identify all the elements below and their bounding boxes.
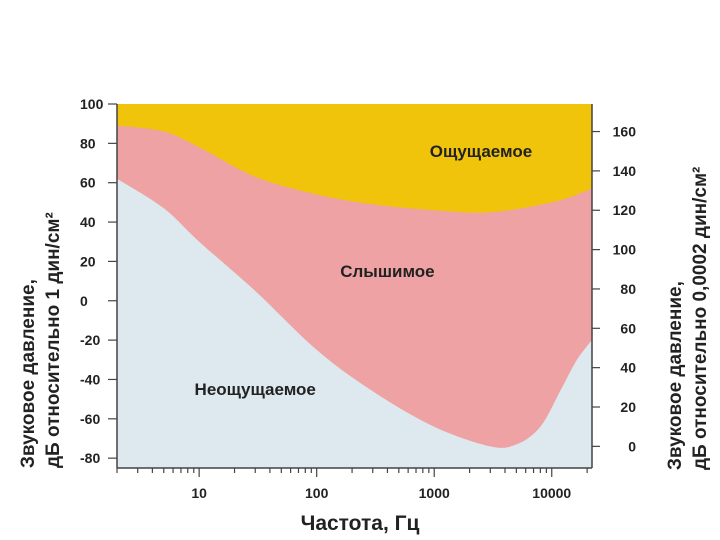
right-y-tick-label: 80 xyxy=(620,281,636,297)
left-y-tick-label: -60 xyxy=(80,411,100,427)
left-y-tick-label: 80 xyxy=(80,135,96,151)
left-y-tick-label: 40 xyxy=(80,214,96,230)
region-label-inaudible: Неощущаемое xyxy=(195,380,316,399)
left-y-axis-title-line1: Звуковое давление, xyxy=(18,279,39,468)
region-inaudible xyxy=(117,178,592,469)
left-y-tick-label: 60 xyxy=(80,175,96,191)
x-tick-label: 100 xyxy=(305,485,329,501)
right-y-tick-label: 140 xyxy=(613,163,637,179)
right-y-tick-label: 40 xyxy=(620,360,636,376)
x-tick-label: 10000 xyxy=(532,485,571,501)
right-y-tick-label: 60 xyxy=(620,320,636,336)
x-axis-title: Частота, Гц xyxy=(301,512,420,535)
x-tick-label: 1000 xyxy=(419,485,450,501)
right-y-axis-title-line1: Звуковое давление, xyxy=(665,281,686,470)
region-labels: Ощущаемое Слышимое Неощущаемое xyxy=(195,142,533,399)
left-y-axis-title-line2: дБ относительно 1 дин/см² xyxy=(43,212,64,468)
x-axis-ticks: 10 100 1000 10000 xyxy=(116,468,588,501)
right-y-tick-label: 120 xyxy=(613,202,637,218)
right-y-tick-label: 160 xyxy=(613,124,637,140)
right-y-tick-label: 0 xyxy=(628,438,636,454)
left-y-axis-title: Звуковое давление, дБ относительно 1 дин… xyxy=(18,212,64,468)
right-y-axis-title: Звуковое давление, дБ относительно 0,000… xyxy=(665,167,711,470)
right-y-tick-label: 20 xyxy=(620,399,636,415)
right-y-axis-ticks: 160 140 120 100 80 60 40 20 0 xyxy=(592,124,637,454)
region-label-audible: Слышимое xyxy=(340,262,434,281)
right-y-tick-label: 100 xyxy=(613,242,637,258)
x-tick-label: 10 xyxy=(191,485,207,501)
chart-regions xyxy=(117,104,592,469)
region-label-felt: Ощущаемое xyxy=(430,142,532,161)
left-y-tick-label: 100 xyxy=(80,96,104,112)
left-y-tick-label: 20 xyxy=(80,253,96,269)
left-y-tick-label: -80 xyxy=(80,450,100,466)
left-y-tick-label: -40 xyxy=(80,371,100,387)
left-y-tick-label: -20 xyxy=(80,332,100,348)
left-y-tick-label: 0 xyxy=(80,293,88,309)
left-y-axis-ticks: 100 80 60 40 20 0 -20 -40 -60 -80 xyxy=(80,96,117,466)
right-y-axis-title-line2: дБ относительно 0,0002 дин/см² xyxy=(690,167,711,470)
